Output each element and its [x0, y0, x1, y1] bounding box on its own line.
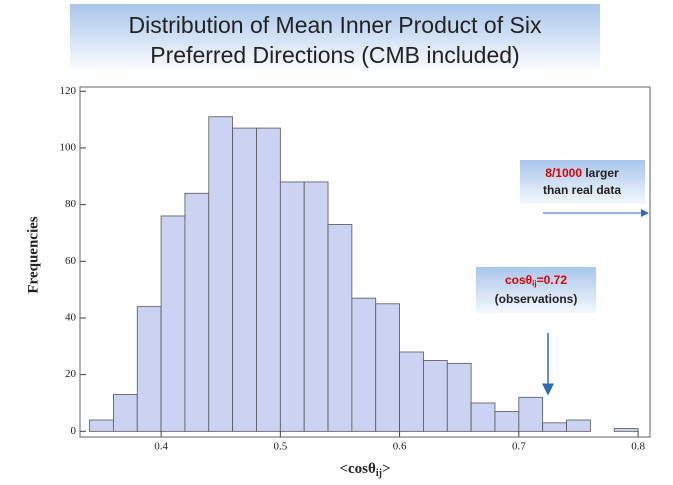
- bar: [112, 394, 138, 432]
- x-tick-label: 0.4: [154, 441, 168, 453]
- bar: [613, 428, 639, 432]
- bar: [566, 419, 591, 432]
- y-tick-label: 60: [65, 255, 77, 267]
- bar: [256, 127, 281, 432]
- x-tick-label: 0.8: [631, 441, 645, 453]
- bar: [303, 181, 329, 432]
- x-axis-label: <cosθij>: [339, 461, 390, 479]
- bar: [232, 127, 257, 432]
- y-axis-label: Frequencies: [25, 216, 41, 293]
- annotation: (observations): [495, 292, 578, 306]
- bar: [327, 224, 353, 432]
- annotation-box: [520, 160, 645, 204]
- label-backdrop: [18, 110, 58, 380]
- bar: [279, 181, 305, 432]
- bar: [470, 402, 496, 432]
- y-tick-label: 80: [65, 198, 77, 210]
- bar: [136, 306, 162, 432]
- chart-title: Distribution of Mean Inner Product of Si…: [70, 4, 600, 74]
- annotation: than real data: [543, 183, 621, 197]
- y-tick-label: 20: [65, 368, 77, 380]
- bar: [423, 360, 448, 432]
- x-tick-label: 0.6: [393, 441, 407, 453]
- bar: [518, 396, 544, 432]
- y-tick-label: 0: [71, 425, 77, 437]
- x-tick-label: 0.7: [512, 441, 526, 453]
- x-tick-label: 0.5: [273, 441, 287, 453]
- bar: [399, 351, 424, 432]
- y-tick-label: 100: [60, 141, 77, 153]
- y-tick-label: 120: [60, 85, 77, 97]
- bar: [494, 411, 520, 432]
- bar: [375, 303, 400, 432]
- annotation: 8/1000 larger: [545, 166, 619, 180]
- bar: [446, 362, 472, 432]
- bar: [89, 419, 114, 432]
- bar: [208, 116, 234, 432]
- annotation: cosθij=0.72: [505, 273, 567, 288]
- bar: [351, 297, 377, 432]
- bar: [160, 215, 186, 432]
- bar: [184, 192, 210, 432]
- y-tick-label: 40: [65, 312, 77, 324]
- plot-frame: [79, 86, 651, 438]
- bar: [542, 422, 567, 432]
- annotation-box: [476, 267, 596, 313]
